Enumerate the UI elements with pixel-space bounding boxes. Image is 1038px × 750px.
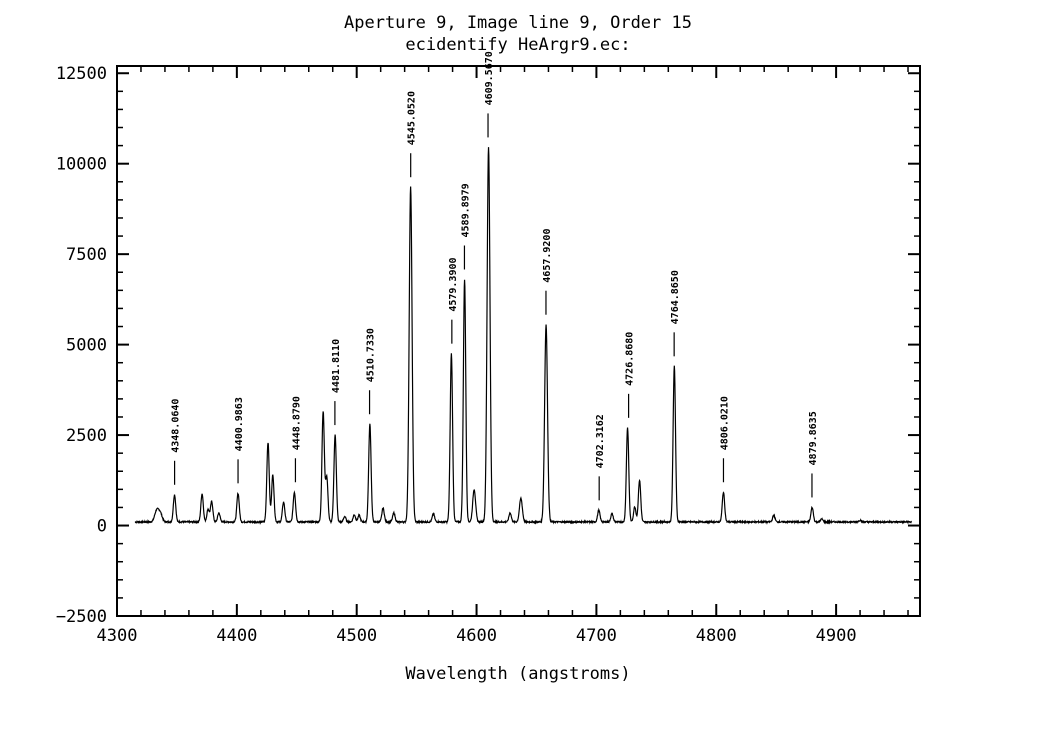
axis-ticks: 4300 4400 4500 4600 4700 4800 4900 −2500 0 2500 50…	[56, 64, 920, 646]
line-id-label: 4510.7330	[366, 328, 377, 382]
line-id-label: 4764.8650	[670, 270, 681, 324]
y-tick-label: 2500	[66, 426, 107, 446]
spectrum-line	[134, 147, 912, 525]
line-id-label: 4726.8680	[625, 332, 636, 386]
y-tick-label: 12500	[56, 64, 107, 84]
line-id-label: 4806.0210	[719, 396, 730, 450]
plot-frame	[116, 65, 921, 617]
line-id-label: 4609.5670	[484, 51, 495, 105]
line-id-label: 4545.0520	[407, 91, 418, 145]
line-id-label: 4657.9200	[542, 229, 553, 283]
x-tick-label: 4900	[816, 626, 857, 646]
y-tick-label: 7500	[66, 245, 107, 265]
x-tick-label: 4300	[97, 626, 138, 646]
chart-title: Aperture 9, Image line 9, Order 15	[344, 13, 692, 33]
line-id-label: 4579.3900	[448, 257, 459, 311]
line-id-label: 4400.9863	[234, 397, 245, 451]
line-id-label: 4879.8635	[808, 411, 819, 465]
x-tick-label: 4600	[456, 626, 497, 646]
x-tick-label: 4500	[336, 626, 377, 646]
x-axis-label: Wavelength (angstroms)	[405, 664, 630, 684]
y-tick-label: 0	[97, 517, 107, 537]
y-tick-label: 5000	[66, 336, 107, 356]
x-tick-label: 4400	[216, 626, 257, 646]
x-tick-label: 4700	[576, 626, 617, 646]
x-tick-label: 4800	[696, 626, 737, 646]
y-tick-label: −2500	[56, 607, 107, 627]
line-id-label: 4702.3162	[595, 414, 606, 468]
y-tick-label: 10000	[56, 155, 107, 175]
line-id-label: 4589.8979	[460, 183, 471, 237]
line-id-label: 4481.8110	[331, 339, 342, 393]
line-id-label: 4348.0640	[171, 399, 182, 453]
line-identifications: 4348.0640 4400.9863 4448.8790 4481.8110 4510…	[171, 51, 819, 501]
chart-subtitle: ecidentify HeArgr9.ec:	[405, 35, 630, 55]
line-id-label: 4448.8790	[291, 396, 302, 450]
spectrum-series	[134, 147, 912, 525]
